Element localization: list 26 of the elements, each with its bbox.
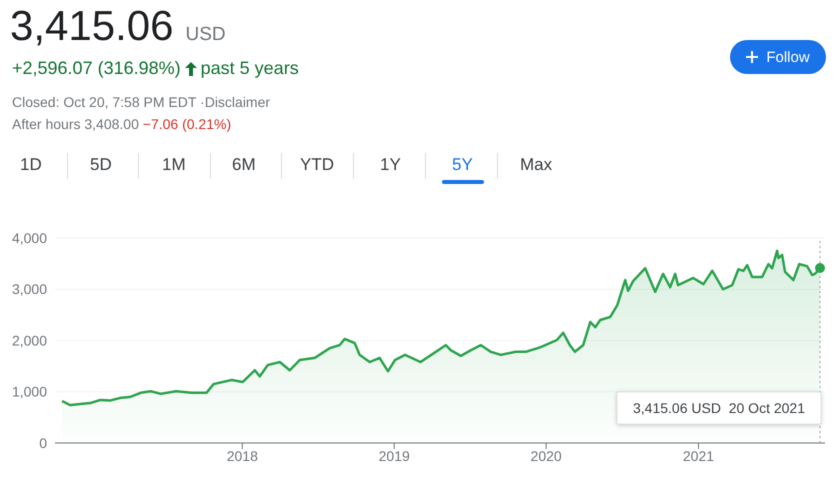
chart-title: 3,415.06 <box>10 2 174 49</box>
text: USD <box>186 24 226 45</box>
y-tick-label: 1,000 <box>12 384 48 400</box>
text: past 5 years <box>200 58 299 79</box>
text: 6M <box>232 155 256 175</box>
y-tick-label: 4,000 <box>12 230 48 246</box>
text: 1M <box>162 155 186 175</box>
text: −7.06 (0.21%) <box>142 116 232 132</box>
text: 5Y <box>452 155 473 175</box>
text: Closed: Oct 20, 7:58 PM EDT ·Disclaimer <box>12 94 270 110</box>
text: 1Y <box>380 155 401 175</box>
text: +2,596.07 (316.98%) <box>12 58 181 79</box>
text: After hours 3,408.00 <box>12 116 139 132</box>
text: Max <box>520 155 552 175</box>
text: YTD <box>300 155 334 175</box>
y-tick-label: 3,000 <box>12 281 48 298</box>
x-tick-label: 2021 <box>682 448 714 464</box>
y-tick-label: 2,000 <box>12 332 48 348</box>
annotation: 3,415.06 USD 20 Oct 2021 <box>633 400 806 416</box>
x-tick-label: 2018 <box>226 448 258 464</box>
text: 1D <box>20 155 42 175</box>
x-tick-label: 2020 <box>530 448 562 464</box>
x-tick-label: 2019 <box>378 448 410 464</box>
text: Follow <box>766 48 810 66</box>
text: 5D <box>90 155 112 175</box>
y-tick-label: 0 <box>39 434 48 451</box>
